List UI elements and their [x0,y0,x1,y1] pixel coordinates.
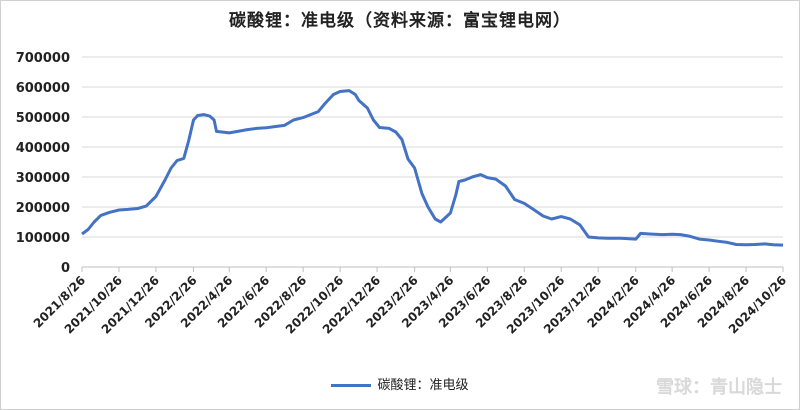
y-tick-label: 100000 [16,231,70,246]
watermark: 雪球：青山隐士 [656,377,782,398]
y-tick-label: 600000 [16,81,70,96]
y-tick-label: 500000 [16,111,70,126]
legend: 碳酸锂：准电级 [0,374,800,393]
y-tick-label: 0 [61,261,70,276]
y-tick-label: 300000 [16,171,70,186]
y-tick-label: 400000 [16,141,70,156]
legend-swatch [331,384,372,387]
series-line [81,89,784,247]
legend-label: 碳酸锂：准电级 [377,378,469,393]
y-tick-label: 700000 [16,51,70,66]
y-tick-label: 200000 [16,201,70,216]
chart-title: 碳酸锂：准电级（资料来源：富宝锂电网） [229,11,571,31]
